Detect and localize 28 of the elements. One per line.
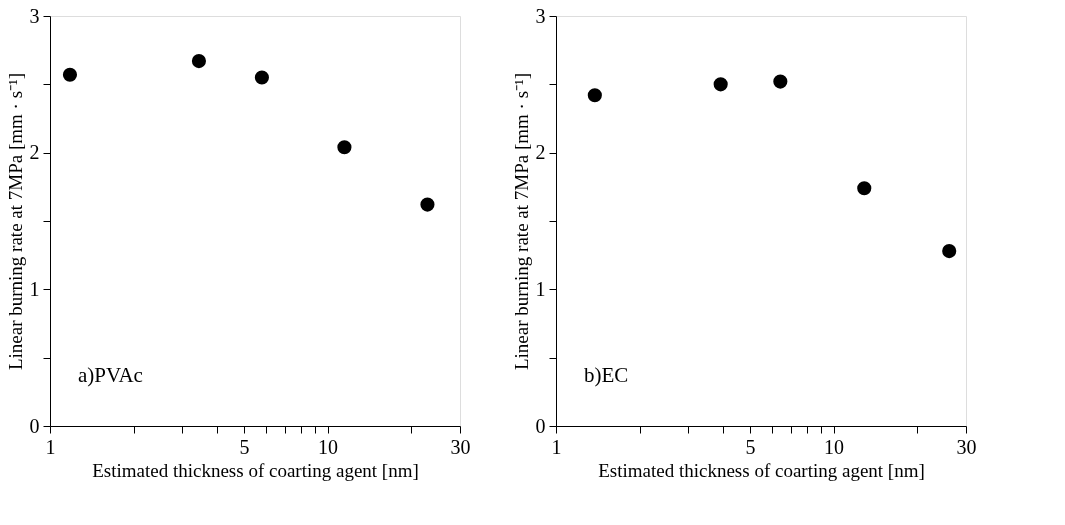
point	[773, 74, 788, 89]
y-tick-label: 3	[535, 4, 546, 27]
y-tick-label: 1	[535, 277, 546, 300]
point	[254, 70, 269, 85]
point	[420, 197, 435, 212]
x-tick-label: 1	[551, 435, 562, 458]
y-tick-label: 0	[535, 414, 546, 437]
annotation: b)EC	[584, 363, 629, 387]
x-axis-title: Estimated thickness of coarting agent [nm]	[92, 459, 419, 481]
x-axis-title: Estimated thickness of coarting agent [nm]	[598, 459, 925, 481]
annotation: a)PVAc	[78, 363, 143, 387]
point	[942, 244, 957, 259]
x-tick-label: 1	[45, 435, 56, 458]
x-tick-label: 30	[450, 435, 471, 458]
x-tick-label: 5	[745, 435, 756, 458]
point	[857, 181, 872, 196]
y-axis-title: Linear burning rate at 7MPa [mm · s⁻¹]	[4, 72, 26, 371]
point	[337, 140, 352, 155]
x-tick-label: 10	[318, 435, 339, 458]
y-tick-label: 3	[29, 4, 40, 27]
x-tick-label: 5	[239, 435, 250, 458]
y-axis-title: Linear burning rate at 7MPa [mm · s⁻¹]	[510, 72, 532, 371]
x-tick-label: 30	[956, 435, 977, 458]
x-tick-label: 10	[824, 435, 845, 458]
y-tick-label: 1	[29, 277, 40, 300]
y-tick-label: 2	[535, 141, 546, 164]
y-tick-label: 0	[29, 414, 40, 437]
y-tick-label: 2	[29, 141, 40, 164]
